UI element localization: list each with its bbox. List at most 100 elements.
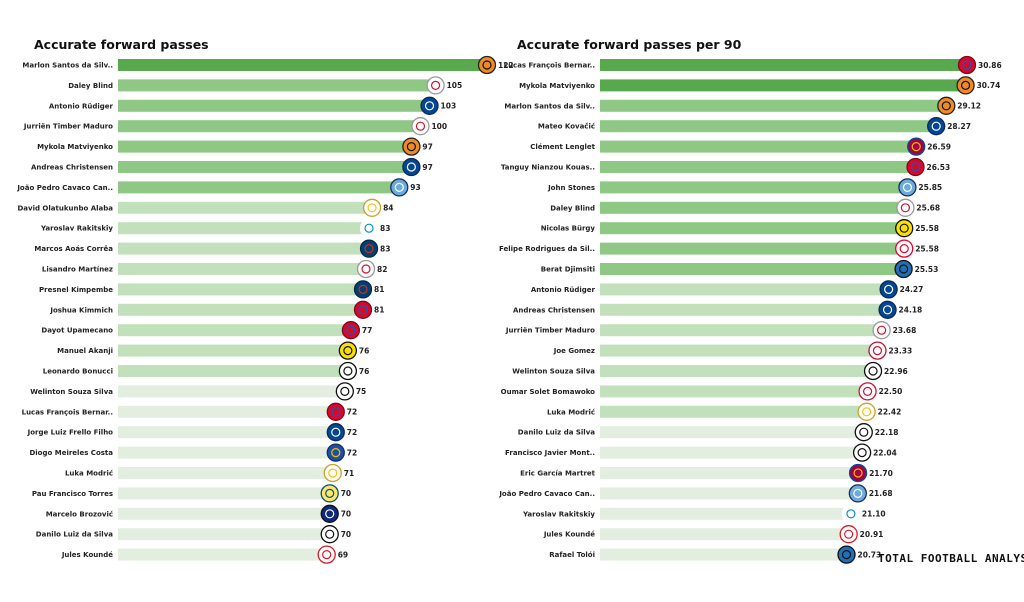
sevilla-badge-icon bbox=[317, 545, 336, 564]
ajax-badge-icon bbox=[426, 76, 445, 95]
bayern-badge-icon bbox=[326, 402, 345, 421]
bar bbox=[118, 507, 330, 520]
barcelona-badge-icon bbox=[848, 463, 868, 483]
psg-badge-icon bbox=[353, 280, 373, 299]
value-label: 22.50 bbox=[879, 387, 903, 396]
value-label: 72 bbox=[347, 428, 357, 437]
bayern-badge-icon bbox=[353, 300, 373, 319]
bar bbox=[118, 365, 348, 377]
bar bbox=[118, 303, 363, 316]
psg-badge-icon bbox=[359, 239, 379, 258]
value-label: 76 bbox=[359, 346, 369, 355]
man-city-badge-icon bbox=[848, 484, 867, 503]
value-label: 69 bbox=[338, 550, 348, 559]
player-label: Dayot Upamecano bbox=[41, 327, 113, 335]
bar bbox=[600, 283, 889, 296]
player-label: Yaroslav Rakitskiy bbox=[522, 510, 595, 518]
bar bbox=[600, 99, 947, 112]
player-label: Andreas Christensen bbox=[31, 164, 113, 172]
bar bbox=[600, 222, 905, 235]
player-label: Welinton Souza Silva bbox=[30, 388, 113, 396]
value-label: 22.04 bbox=[873, 448, 897, 457]
value-label: 25.68 bbox=[916, 204, 940, 213]
chelsea-badge-icon bbox=[878, 300, 897, 319]
value-label: 30.86 bbox=[978, 61, 1002, 70]
value-label: 28.27 bbox=[947, 122, 971, 131]
bar bbox=[600, 59, 967, 71]
player-label: Mykola Matviyenko bbox=[37, 143, 113, 151]
value-label: 103 bbox=[441, 102, 457, 111]
player-label: Marlon Santos da Silv.. bbox=[504, 102, 595, 110]
player-label: Felipe Rodrigues da Sil.. bbox=[499, 245, 595, 253]
player-label: Welinton Souza Silva bbox=[512, 368, 595, 376]
value-label: 105 bbox=[447, 81, 463, 90]
player-label: Lucas François Bernar.. bbox=[504, 62, 595, 70]
salzburg-badge-icon bbox=[858, 382, 877, 401]
player-label: Diogo Meireles Costa bbox=[29, 449, 113, 457]
besiktas-badge-icon bbox=[852, 443, 872, 462]
bar bbox=[600, 528, 849, 541]
bar bbox=[118, 99, 430, 112]
value-label: 21.68 bbox=[869, 489, 893, 498]
bar bbox=[600, 344, 878, 357]
player-label: Antonio Rüdiger bbox=[49, 102, 114, 110]
value-label: 22.96 bbox=[884, 367, 908, 376]
shakhtar-badge-icon bbox=[477, 55, 497, 75]
bar bbox=[600, 181, 908, 194]
bar bbox=[600, 242, 905, 255]
zenit-badge-icon bbox=[841, 504, 861, 523]
chart-right-bars: Lucas François Bernar.. 30.86 Mykola Matvi… bbox=[498, 55, 1002, 564]
chelsea-badge-icon bbox=[927, 117, 946, 136]
value-label: 25.58 bbox=[915, 224, 939, 233]
player-label: Tanguy Nianzou Kouas.. bbox=[501, 164, 595, 172]
zenit-badge-icon bbox=[359, 219, 379, 238]
value-label: 84 bbox=[383, 204, 393, 213]
chelsea-badge-icon bbox=[420, 96, 439, 115]
bar bbox=[600, 446, 863, 459]
bar bbox=[118, 344, 348, 357]
bar bbox=[118, 426, 336, 439]
bayern-badge-icon bbox=[341, 321, 361, 340]
atalanta-badge-icon bbox=[837, 545, 856, 564]
value-label: 30.74 bbox=[977, 81, 1001, 90]
shakhtar-badge-icon bbox=[402, 137, 421, 156]
bar bbox=[118, 528, 330, 541]
inter-badge-icon bbox=[320, 504, 339, 523]
man-city-badge-icon bbox=[898, 178, 917, 197]
chelsea-badge-icon bbox=[326, 423, 345, 442]
real-madrid-badge-icon bbox=[323, 463, 342, 483]
bar bbox=[600, 487, 858, 500]
player-label: Rafael Tolói bbox=[549, 551, 595, 559]
value-label: 77 bbox=[362, 326, 372, 335]
bar bbox=[118, 201, 373, 214]
value-label: 70 bbox=[341, 489, 351, 498]
player-label: Daley Blind bbox=[68, 82, 113, 90]
bar bbox=[600, 201, 906, 214]
player-label: Danilo Luiz da Silva bbox=[518, 429, 595, 437]
bar bbox=[600, 507, 851, 520]
value-label: 100 bbox=[431, 122, 447, 131]
value-label: 21.10 bbox=[862, 510, 886, 519]
player-label: Luka Modrić bbox=[65, 470, 113, 478]
value-label: 76 bbox=[359, 367, 369, 376]
barcelona-badge-icon bbox=[907, 137, 926, 156]
player-label: Berat Djimsiti bbox=[541, 266, 595, 274]
ajax-badge-icon bbox=[356, 259, 376, 279]
value-label: 97 bbox=[422, 163, 432, 172]
bar bbox=[118, 263, 367, 275]
ajax-badge-icon bbox=[872, 321, 891, 340]
bar bbox=[118, 283, 363, 296]
value-label: 72 bbox=[347, 448, 357, 457]
player-label: Andreas Christensen bbox=[513, 306, 595, 314]
chelsea-badge-icon bbox=[402, 157, 421, 177]
shakhtar-badge-icon bbox=[956, 76, 975, 95]
bayern-badge-icon bbox=[957, 55, 977, 75]
value-label: 26.53 bbox=[927, 163, 951, 172]
value-label: 21.70 bbox=[869, 469, 893, 478]
value-label: 26.59 bbox=[927, 142, 951, 151]
player-label: João Pedro Cavaco Can.. bbox=[16, 184, 113, 192]
value-label: 25.53 bbox=[915, 265, 939, 274]
player-label: Francisco Javier Mont.. bbox=[505, 449, 595, 457]
value-label: 122 bbox=[498, 61, 514, 70]
